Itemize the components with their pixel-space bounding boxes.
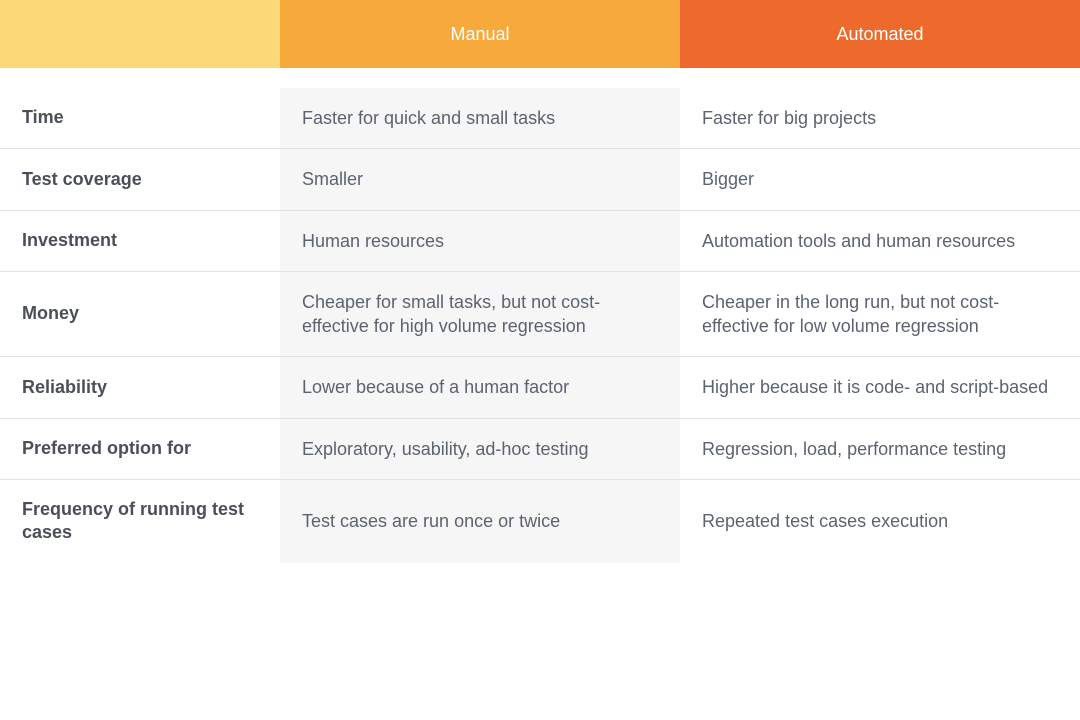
row-auto-text: Bigger: [702, 167, 754, 191]
row-label: Test coverage: [0, 149, 280, 209]
row-auto: Bigger: [680, 149, 1080, 209]
row-label-text: Investment: [22, 229, 117, 252]
row-auto-text: Cheaper in the long run, but not cost-ef…: [702, 290, 1058, 339]
row-auto: Faster for big projects: [680, 88, 1080, 148]
comparison-table: Manual Automated Time Faster for quick a…: [0, 0, 1080, 563]
header-cell-automated: Automated: [680, 0, 1080, 68]
row-auto-text: Automation tools and human resources: [702, 229, 1015, 253]
table-row: Investment Human resources Automation to…: [0, 211, 1080, 271]
header-cell-manual: Manual: [280, 0, 680, 68]
row-auto: Automation tools and human resources: [680, 211, 1080, 271]
row-manual-text: Exploratory, usability, ad-hoc testing: [302, 437, 588, 461]
row-label-text: Preferred option for: [22, 437, 191, 460]
row-manual-text: Smaller: [302, 167, 363, 191]
row-manual-text: Human resources: [302, 229, 444, 253]
row-label: Money: [0, 272, 280, 357]
row-auto-text: Regression, load, performance testing: [702, 437, 1006, 461]
table-row: Test coverage Smaller Bigger: [0, 149, 1080, 209]
table-row: Preferred option for Exploratory, usabil…: [0, 419, 1080, 479]
header-label-manual: Manual: [450, 24, 509, 45]
row-label-text: Money: [22, 302, 79, 325]
row-manual: Human resources: [280, 211, 680, 271]
row-manual-text: Cheaper for small tasks, but not cost-ef…: [302, 290, 658, 339]
row-label: Time: [0, 88, 280, 148]
row-manual-text: Lower because of a human factor: [302, 375, 569, 399]
row-manual-text: Faster for quick and small tasks: [302, 106, 555, 130]
row-auto: Higher because it is code- and script-ba…: [680, 357, 1080, 417]
table-row: Money Cheaper for small tasks, but not c…: [0, 272, 1080, 357]
table-body: Time Faster for quick and small tasks Fa…: [0, 68, 1080, 563]
row-manual: Faster for quick and small tasks: [280, 88, 680, 148]
header-label-automated: Automated: [836, 24, 923, 45]
row-label-text: Reliability: [22, 376, 107, 399]
table-row: Frequency of running test cases Test cas…: [0, 480, 1080, 563]
row-label-text: Time: [22, 106, 64, 129]
row-auto-text: Higher because it is code- and script-ba…: [702, 375, 1048, 399]
row-auto: Regression, load, performance testing: [680, 419, 1080, 479]
row-manual: Cheaper for small tasks, but not cost-ef…: [280, 272, 680, 357]
row-manual-text: Test cases are run once or twice: [302, 509, 560, 533]
row-manual: Exploratory, usability, ad-hoc testing: [280, 419, 680, 479]
row-auto: Repeated test cases execution: [680, 480, 1080, 563]
row-label: Investment: [0, 211, 280, 271]
row-label-text: Test coverage: [22, 168, 142, 191]
table-row: Time Faster for quick and small tasks Fa…: [0, 88, 1080, 148]
row-label: Reliability: [0, 357, 280, 417]
row-manual: Smaller: [280, 149, 680, 209]
row-auto-text: Faster for big projects: [702, 106, 876, 130]
row-auto: Cheaper in the long run, but not cost-ef…: [680, 272, 1080, 357]
row-manual: Lower because of a human factor: [280, 357, 680, 417]
row-manual: Test cases are run once or twice: [280, 480, 680, 563]
row-label: Frequency of running test cases: [0, 480, 280, 563]
table-header-row: Manual Automated: [0, 0, 1080, 68]
table-row: Reliability Lower because of a human fac…: [0, 357, 1080, 417]
row-auto-text: Repeated test cases execution: [702, 509, 948, 533]
row-label-text: Frequency of running test cases: [22, 498, 258, 545]
header-cell-blank: [0, 0, 280, 68]
row-label: Preferred option for: [0, 419, 280, 479]
